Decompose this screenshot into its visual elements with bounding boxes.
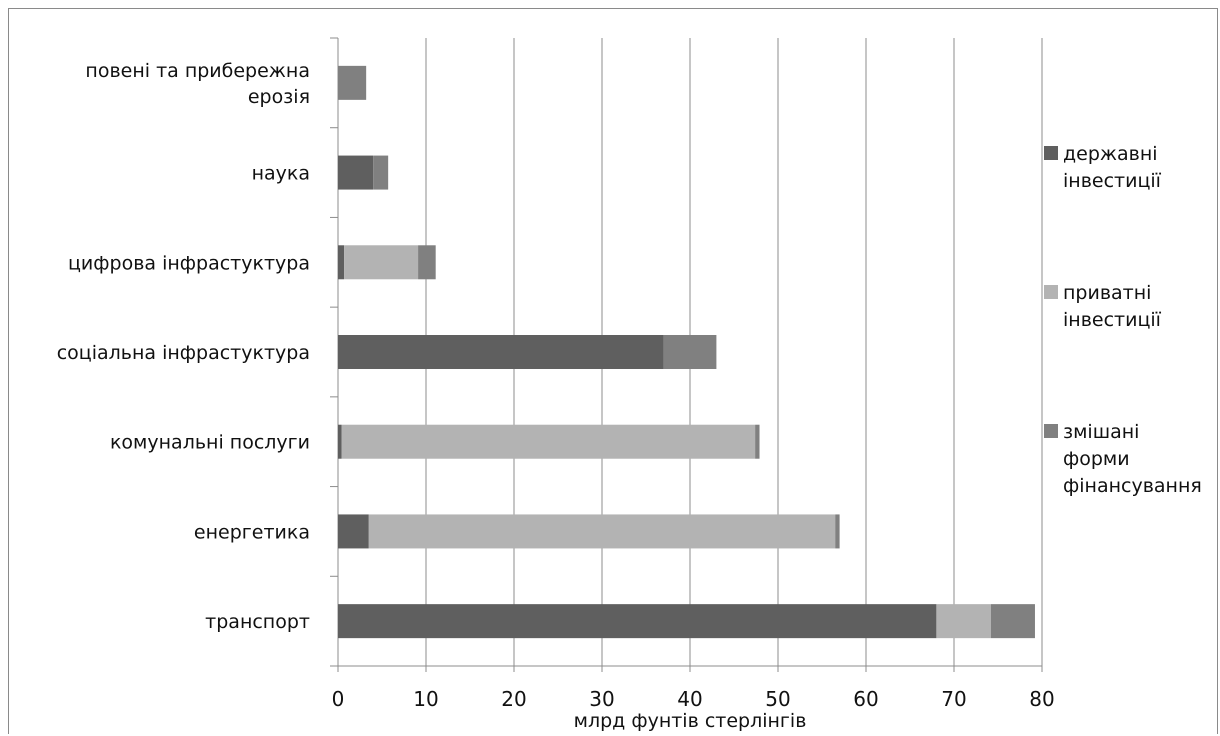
category-labels: повені та прибережна ерозія наука цифрова і…	[57, 60, 310, 633]
legend-swatch	[1044, 424, 1058, 438]
legend-label: фінансування	[1063, 475, 1202, 497]
bar-segment	[338, 245, 345, 280]
category-label: соціальна інфрастуктура	[57, 342, 310, 364]
category-label: цифрова інфрастуктура	[68, 252, 310, 274]
bar-segment	[341, 424, 756, 459]
x-tick-labels: 0 10 20 30 40 50 60 70 80	[332, 687, 1055, 711]
legend-label: державні	[1063, 143, 1158, 165]
bar-segment	[338, 424, 342, 459]
x-tick-label: 30	[589, 687, 614, 711]
bar-segment	[418, 245, 436, 280]
legend-label: форми	[1063, 448, 1130, 470]
bar-segment	[663, 335, 717, 369]
legend: державні інвестиції приватні інвестиції зміш…	[1044, 143, 1202, 497]
category-label: комунальні послуги	[110, 432, 310, 454]
x-tick-label: 50	[765, 687, 790, 711]
category-label: енергетика	[194, 521, 310, 543]
bar-segment	[368, 514, 836, 549]
legend-swatch	[1044, 146, 1058, 160]
bars	[338, 65, 1035, 639]
category-label: наука	[252, 163, 310, 185]
bar-segment	[338, 155, 374, 190]
category-label: повені та прибережна	[85, 60, 310, 82]
legend-swatch	[1044, 285, 1058, 299]
bar-segment	[936, 604, 991, 639]
bar-segment	[338, 604, 937, 639]
x-tick-label: 80	[1029, 687, 1054, 711]
category-label: ерозія	[248, 86, 310, 108]
legend-label: приватні	[1063, 282, 1151, 304]
bar-segment	[990, 604, 1035, 639]
bar-segment	[338, 514, 369, 549]
x-tick-label: 0	[332, 687, 345, 711]
x-tick-label: 10	[413, 687, 438, 711]
x-tick-label: 70	[941, 687, 966, 711]
bar-segment	[338, 65, 367, 100]
bar-segment	[344, 245, 419, 280]
x-tick-label: 20	[501, 687, 526, 711]
x-tick-label: 60	[853, 687, 878, 711]
bar-segment	[373, 155, 389, 190]
legend-label: інвестиції	[1063, 309, 1162, 331]
bar-segment	[835, 514, 840, 549]
legend-label: змішані	[1063, 421, 1139, 443]
bar-segment	[755, 424, 760, 459]
x-tick-label: 40	[677, 687, 702, 711]
category-label: транспорт	[205, 611, 310, 633]
x-axis-title: млрд фунтів стерлінгів	[574, 710, 807, 732]
legend-label: інвестиції	[1063, 170, 1162, 192]
bar-segment	[338, 335, 664, 369]
